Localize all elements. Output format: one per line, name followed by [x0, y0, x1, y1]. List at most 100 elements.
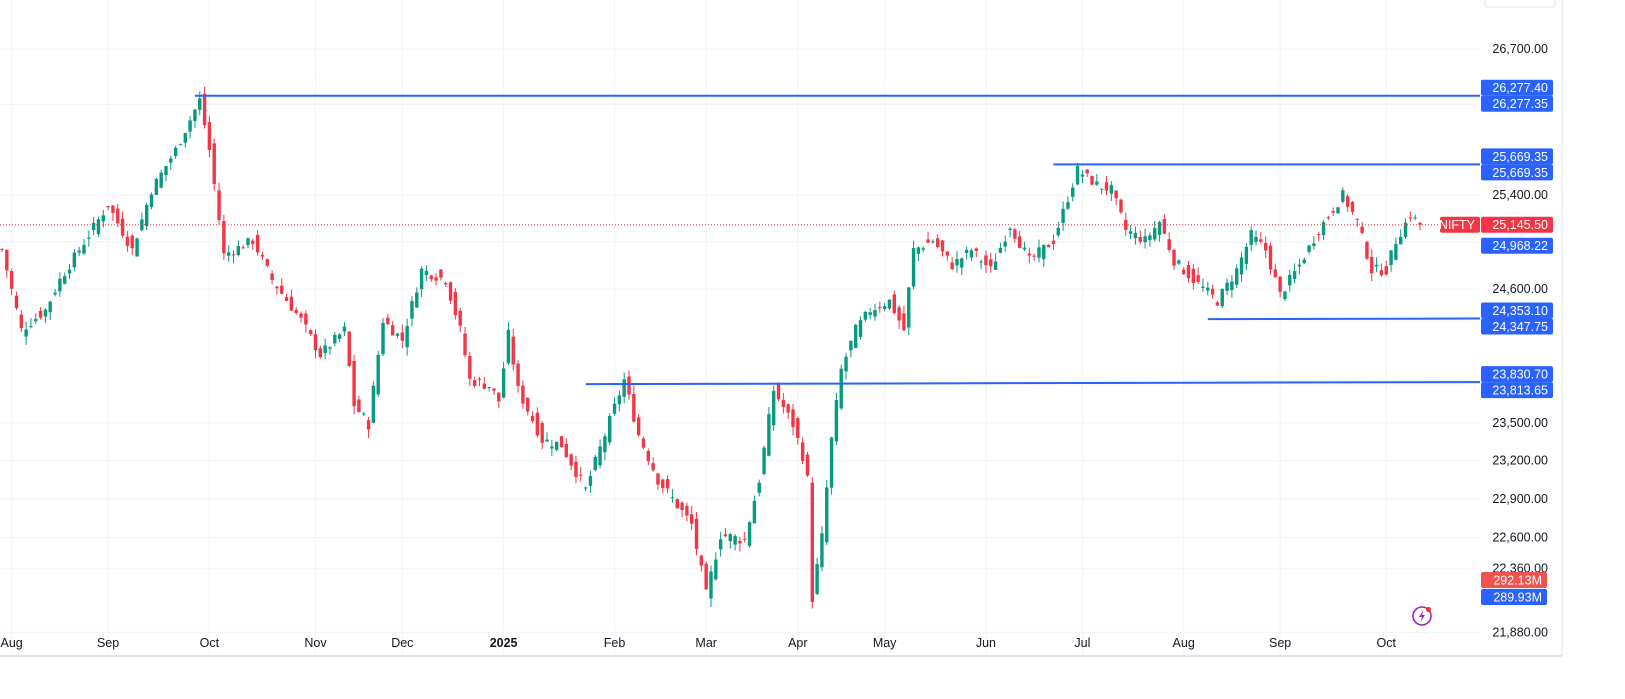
candle[interactable] — [960, 257, 964, 276]
candle[interactable] — [1027, 247, 1032, 263]
candle[interactable] — [29, 318, 33, 329]
candle[interactable] — [1022, 242, 1027, 251]
candle[interactable] — [226, 245, 231, 262]
candle[interactable] — [1071, 183, 1075, 202]
candle[interactable] — [632, 385, 636, 423]
candle[interactable] — [1374, 257, 1379, 273]
candle[interactable] — [487, 386, 491, 392]
candle[interactable] — [91, 216, 96, 236]
candle[interactable] — [106, 205, 110, 211]
candle[interactable] — [617, 390, 622, 412]
candle[interactable] — [728, 532, 732, 549]
candle[interactable] — [251, 238, 255, 250]
candle[interactable] — [622, 372, 626, 404]
candle[interactable] — [1302, 257, 1306, 265]
candle[interactable] — [569, 453, 573, 470]
candle[interactable] — [101, 209, 105, 228]
candle[interactable] — [149, 192, 154, 210]
candle[interactable] — [1331, 207, 1335, 216]
candle[interactable] — [897, 305, 901, 329]
candle[interactable] — [651, 457, 655, 472]
candle[interactable] — [1370, 249, 1374, 282]
candle[interactable] — [1017, 230, 1022, 249]
candle[interactable] — [1413, 214, 1417, 221]
candle[interactable] — [294, 306, 298, 315]
candle[interactable] — [241, 244, 245, 249]
candle[interactable] — [492, 388, 496, 396]
candle[interactable] — [53, 288, 57, 297]
candle[interactable] — [989, 252, 993, 273]
candle[interactable] — [743, 531, 747, 543]
candle[interactable] — [501, 361, 506, 399]
candle[interactable] — [193, 108, 197, 128]
candle[interactable] — [545, 432, 549, 443]
candle[interactable] — [140, 212, 144, 232]
candle[interactable] — [733, 534, 737, 551]
candle[interactable] — [439, 268, 443, 281]
candle[interactable] — [366, 417, 371, 439]
candle[interactable] — [1013, 228, 1017, 243]
candle[interactable] — [839, 364, 843, 410]
candle[interactable] — [1307, 244, 1311, 255]
candle[interactable] — [863, 310, 868, 323]
candle[interactable] — [931, 239, 935, 244]
candle[interactable] — [805, 451, 810, 477]
candle[interactable] — [164, 166, 168, 182]
candle[interactable] — [593, 454, 597, 472]
candle[interactable] — [791, 403, 795, 436]
support-line-upper[interactable] — [1207, 317, 1481, 321]
candle[interactable] — [675, 498, 679, 510]
candle[interactable] — [96, 216, 101, 238]
candle[interactable] — [694, 512, 699, 556]
candle[interactable] — [820, 526, 824, 572]
candle[interactable] — [661, 478, 665, 494]
candle[interactable] — [38, 307, 43, 320]
candle[interactable] — [1003, 235, 1007, 252]
candle[interactable] — [1259, 232, 1263, 244]
candle[interactable] — [950, 256, 954, 271]
candle[interactable] — [1181, 267, 1186, 275]
candle[interactable] — [362, 411, 366, 416]
candle[interactable] — [800, 437, 805, 465]
candle[interactable] — [444, 281, 448, 288]
candle[interactable] — [521, 380, 525, 409]
candle[interactable] — [24, 321, 28, 345]
candle[interactable] — [1254, 230, 1258, 246]
candle[interactable] — [202, 86, 207, 129]
candle[interactable] — [747, 521, 752, 548]
candle[interactable] — [772, 385, 776, 431]
candle[interactable] — [357, 395, 361, 413]
candle[interactable] — [77, 246, 81, 257]
candle[interactable] — [796, 416, 800, 445]
candle[interactable] — [718, 531, 723, 557]
candle[interactable] — [497, 392, 501, 409]
candle[interactable] — [1090, 175, 1094, 186]
candle[interactable] — [641, 436, 646, 450]
candle[interactable] — [1210, 284, 1215, 299]
candle[interactable] — [762, 445, 766, 476]
candle[interactable] — [656, 472, 660, 490]
candle[interactable] — [1283, 290, 1287, 302]
candle[interactable] — [1336, 206, 1340, 214]
candle[interactable] — [564, 438, 569, 458]
candle[interactable] — [1186, 260, 1191, 283]
candle[interactable] — [723, 528, 728, 538]
candle[interactable] — [1051, 234, 1056, 250]
candle[interactable] — [1128, 224, 1133, 240]
candle[interactable] — [390, 321, 395, 336]
candle[interactable] — [1225, 278, 1229, 296]
candle[interactable] — [67, 264, 72, 279]
candle[interactable] — [1394, 237, 1398, 261]
candle[interactable] — [395, 332, 400, 339]
candle[interactable] — [458, 307, 462, 333]
candle[interactable] — [844, 352, 848, 380]
candle[interactable] — [1109, 181, 1114, 201]
candle[interactable] — [690, 505, 694, 531]
candle[interactable] — [1099, 188, 1104, 195]
candle[interactable] — [63, 272, 67, 285]
candle[interactable] — [955, 251, 959, 273]
candle[interactable] — [1167, 232, 1171, 253]
candle[interactable] — [579, 466, 583, 482]
candle[interactable] — [410, 296, 414, 327]
